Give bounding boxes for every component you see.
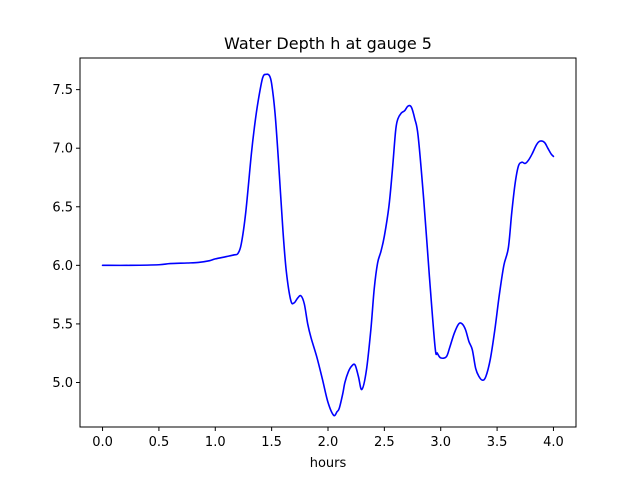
x-tick-label: 0.5: [149, 435, 170, 450]
x-tick-label: 3.0: [430, 435, 451, 450]
x-axis-label: hours: [310, 456, 347, 471]
series-line-0: [101, 73, 555, 417]
y-tick-label: 6.0: [52, 259, 73, 274]
x-tick-label: 4.0: [543, 435, 564, 450]
y-tick-label: 5.5: [52, 317, 73, 332]
y-tick-label: 7.5: [52, 83, 73, 98]
x-tick-label: 1.5: [261, 435, 282, 450]
y-tick-label: 5.0: [52, 376, 73, 391]
x-tick-label: 2.0: [318, 435, 339, 450]
y-tick-label: 6.5: [52, 200, 73, 215]
x-tick-label: 1.0: [205, 435, 226, 450]
x-tick-label: 3.5: [487, 435, 508, 450]
x-tick-label: 2.5: [374, 435, 395, 450]
y-tick-label: 7.0: [52, 142, 73, 157]
x-tick-label: 0.0: [92, 435, 113, 450]
chart-title: Water Depth h at gauge 5: [224, 34, 432, 53]
plot-frame: [79, 57, 577, 428]
